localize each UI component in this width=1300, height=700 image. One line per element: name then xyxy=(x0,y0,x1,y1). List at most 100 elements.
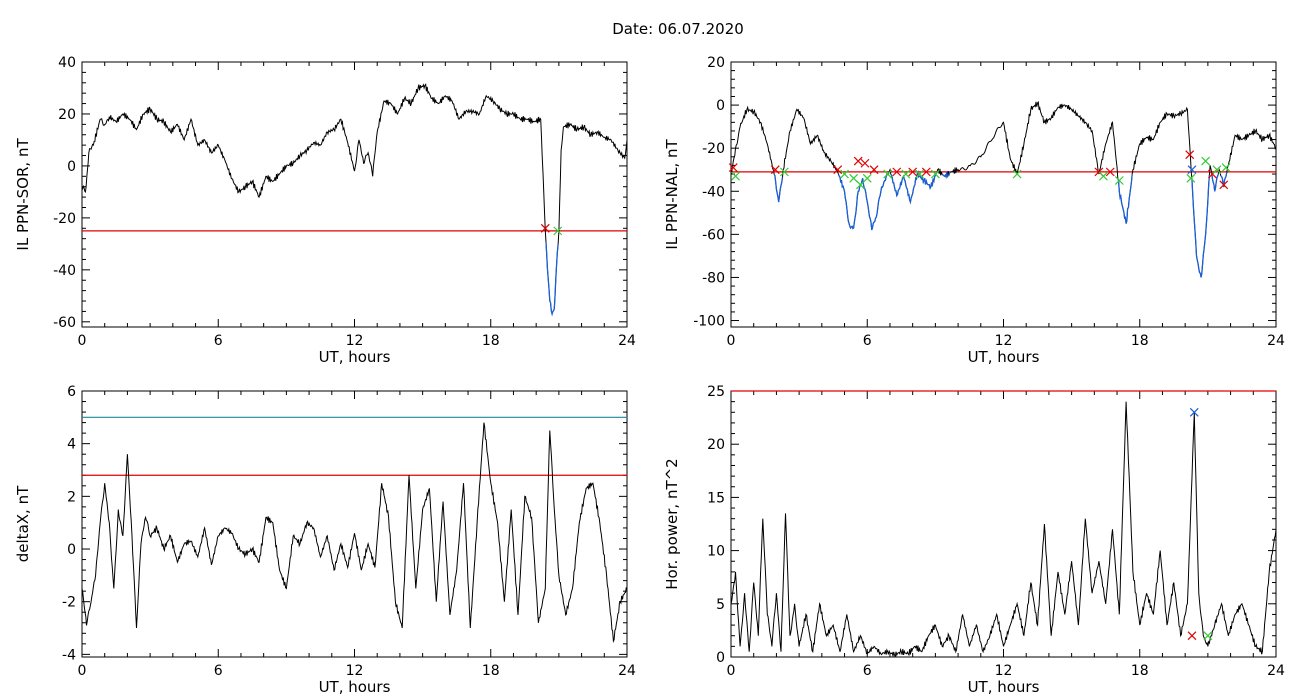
x-tick-label: 24 xyxy=(618,333,636,349)
event-marker-peak xyxy=(1187,165,1197,175)
chart-panel-ppn-nal: 0 6 12 18 24 -100 -80 -60 -40 -20 0 20 UT, hours IL P… xyxy=(663,55,1285,366)
chart-panel-ppn-sor: 0 6 12 18 24 -60 -40 -20 0 20 40 UT, hours IL PPN-SO… xyxy=(14,55,636,366)
date-title: Date: 06.07.2020 xyxy=(612,20,744,38)
plot-frame xyxy=(81,390,628,658)
event-marker-start xyxy=(869,165,879,175)
event-marker-start xyxy=(728,163,738,172)
y-tick-label: 20 xyxy=(707,437,725,453)
y-tick-label: 20 xyxy=(58,107,76,123)
event-marker-start xyxy=(860,158,870,168)
x-tick-label: 0 xyxy=(78,333,87,349)
y-axis-label: Hor. power, nT^2 xyxy=(663,458,681,589)
event-marker-start xyxy=(540,223,550,233)
event-marker-start xyxy=(1185,150,1195,160)
y-tick-label: -40 xyxy=(53,263,76,279)
x-axis-label: UT, hours xyxy=(319,348,391,366)
y-tick-label: -20 xyxy=(702,141,725,157)
y-axis-label: IL PPN-SOR, nT xyxy=(14,138,32,251)
plot-frame xyxy=(730,61,1277,328)
event-marker-end xyxy=(1114,176,1124,185)
series-highlight xyxy=(1191,174,1211,278)
series-line xyxy=(731,401,1276,657)
event-marker-end xyxy=(862,173,872,183)
x-tick-label: 12 xyxy=(346,333,364,349)
series-line xyxy=(82,422,627,644)
event-marker-end xyxy=(901,169,911,179)
event-marker-end xyxy=(1203,631,1213,641)
x-axis-label: UT, hours xyxy=(968,678,1040,696)
x-axis-label: UT, hours xyxy=(968,348,1040,366)
y-tick-label: 6 xyxy=(67,384,76,400)
x-tick-label: 24 xyxy=(1267,333,1285,349)
plot-frame xyxy=(81,61,628,328)
series-line xyxy=(731,100,1276,278)
x-tick-label: 6 xyxy=(863,333,872,349)
x-tick-label: 6 xyxy=(214,333,223,349)
event-marker-end xyxy=(1012,169,1022,179)
event-marker-start xyxy=(1219,180,1229,190)
event-marker-end xyxy=(840,169,849,179)
event-marker-start xyxy=(1105,167,1115,177)
y-tick-label: -60 xyxy=(702,227,725,243)
series-highlight xyxy=(773,173,784,203)
x-tick-label: 0 xyxy=(727,663,736,679)
y-tick-label: 2 xyxy=(67,489,76,505)
event-marker-start xyxy=(908,167,918,177)
event-marker-end xyxy=(731,171,740,181)
x-tick-label: 12 xyxy=(346,663,364,679)
x-tick-label: 18 xyxy=(482,333,500,349)
chart-panel-hor-power: 0 6 12 18 24 0 5 10 15 20 25 UT, hours Hor. power, n… xyxy=(663,384,1285,696)
event-marker-start xyxy=(770,165,780,175)
series-highlight xyxy=(1220,172,1228,188)
event-marker-end xyxy=(1221,163,1231,172)
y-tick-label: 0 xyxy=(67,159,76,175)
y-tick-label: 40 xyxy=(58,55,76,71)
event-marker-end xyxy=(930,169,940,179)
event-marker-start xyxy=(833,165,843,175)
y-tick-label: -20 xyxy=(53,211,76,227)
series-highlight xyxy=(890,170,938,205)
event-marker-end xyxy=(1098,171,1108,181)
x-axis-label: UT, hours xyxy=(319,678,391,696)
y-tick-label: 15 xyxy=(707,490,725,506)
x-tick-label: 18 xyxy=(1131,663,1149,679)
event-marker-end xyxy=(915,169,924,179)
y-axis-label: IL PPN-NAL, nT xyxy=(663,139,681,250)
event-marker-end xyxy=(1212,165,1222,175)
x-tick-label: 24 xyxy=(618,663,636,679)
y-axis-label: deltaX, nT xyxy=(14,485,32,562)
y-tick-label: -80 xyxy=(702,270,725,286)
x-tick-label: 18 xyxy=(482,663,500,679)
x-tick-label: 12 xyxy=(995,333,1013,349)
y-tick-label: 0 xyxy=(716,650,725,666)
event-marker-peak xyxy=(1189,407,1199,417)
y-tick-label: 25 xyxy=(707,384,725,400)
event-marker-start xyxy=(853,156,863,166)
series-highlight xyxy=(545,242,559,317)
series-highlight xyxy=(1211,172,1220,192)
y-tick-label: 10 xyxy=(707,544,725,560)
event-marker-start xyxy=(892,167,902,177)
event-marker-end xyxy=(779,167,789,177)
series-line xyxy=(82,83,627,316)
x-tick-label: 0 xyxy=(78,663,87,679)
event-marker-end xyxy=(883,169,893,179)
x-tick-label: 12 xyxy=(995,663,1013,679)
y-tick-label: 0 xyxy=(716,98,725,114)
y-tick-label: -60 xyxy=(53,315,76,331)
x-tick-label: 6 xyxy=(214,663,223,679)
y-tick-label: 5 xyxy=(716,597,725,613)
event-marker-end xyxy=(553,226,563,236)
event-marker-end xyxy=(1201,156,1211,166)
event-marker-start xyxy=(921,167,931,177)
y-tick-label: -4 xyxy=(62,647,76,663)
y-tick-label: -100 xyxy=(693,314,725,330)
x-tick-label: 24 xyxy=(1267,663,1285,679)
y-tick-label: -40 xyxy=(702,184,725,200)
x-tick-label: 18 xyxy=(1131,333,1149,349)
series-highlight xyxy=(948,171,951,176)
series-highlight xyxy=(1117,173,1133,224)
